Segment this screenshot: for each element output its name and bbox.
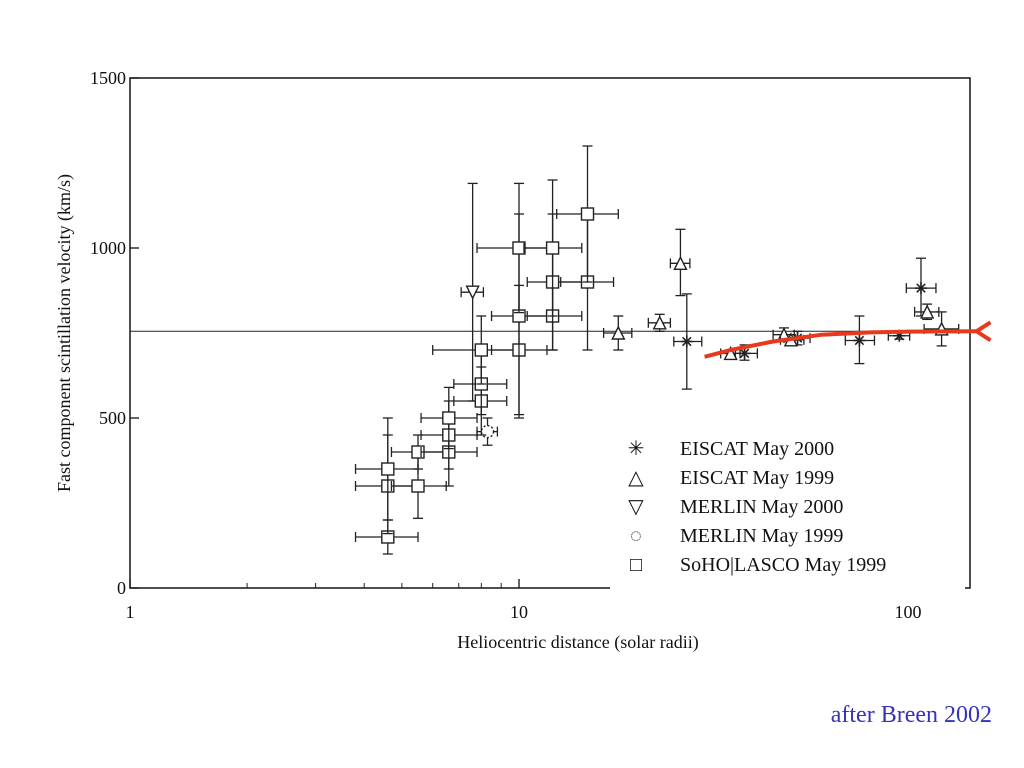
legend-label: MERLIN May 2000 [680,496,843,518]
data-point [453,366,508,436]
legend-symbol: △ [628,467,644,489]
data-point [354,434,419,535]
credit-text: after Breen 2002 [830,702,992,728]
marker-triangle-up [723,345,738,361]
legend-symbol: □ [630,554,642,576]
legend-item: ◌ MERLIN May 1999 [630,525,843,547]
data-point [602,315,633,351]
data-point [647,313,672,332]
marker-asterisk [853,334,866,347]
y-tick-label: 500 [99,408,126,428]
legend-item: □ SoHO|LASCO May 1999 [630,554,886,576]
data-point [905,257,937,317]
series-square [354,145,619,555]
y-tick-label: 1500 [90,68,126,88]
x-axis-label: Heliocentric distance (solar radii) [457,632,698,653]
series-circle [476,417,499,446]
legend-item: ✳ EISCAT May 2000 [628,438,834,460]
legend-symbol: ◌ [630,525,642,547]
data-point [913,303,940,321]
legend-label: EISCAT May 2000 [680,438,834,460]
x-tick-label: 100 [895,602,922,622]
data-point [556,145,619,283]
data-point [460,182,485,402]
y-axis-label: Fast component scintillation velocity (k… [54,174,75,492]
x-tick-label: 10 [510,602,528,622]
data-point [420,386,478,450]
x-tick-label: 1 [126,602,135,622]
data-point [673,293,703,390]
model-curve [704,329,977,359]
legend: ✳ EISCAT May 2000 △ EISCAT May 1999 ▽ MERLIN … [610,425,965,590]
legend-label: SoHO|LASCO May 1999 [680,554,886,576]
data-point [669,228,691,297]
marker-triangle-up [652,315,667,330]
marker-square [512,241,526,255]
y-tick-label: 0 [117,578,126,598]
y-tick-label: 1000 [90,238,126,258]
marker-square [411,479,425,493]
marker-circle [480,424,495,439]
curve-arrow-marker [972,320,992,342]
marker-triangle-down [465,285,480,300]
legend-symbol: ✳ [628,438,645,460]
legend-label: MERLIN May 1999 [680,525,843,547]
legend-symbol: ▽ [628,496,644,518]
marker-square [381,462,395,476]
marker-triangle-up [611,325,626,340]
data-point [476,417,499,446]
series-triangle-down [460,182,485,402]
marker-square [442,411,456,425]
legend-item: ▽ MERLIN May 2000 [628,496,843,518]
marker-square [474,343,489,357]
data-point [523,179,583,317]
arrow-head [972,320,992,342]
legend-item: △ EISCAT May 1999 [628,467,834,489]
marker-square [580,207,595,221]
legend-box [610,425,965,590]
marker-triangle-up [920,304,935,319]
marker-triangle-up [673,255,688,270]
marker-asterisk [915,282,928,295]
data-point [390,453,447,519]
legend-label: EISCAT May 1999 [680,467,834,489]
marker-asterisk [680,335,693,348]
marker-square [545,241,560,255]
data-point [354,519,419,555]
data-point [354,417,419,521]
data-point [844,315,876,365]
series-asterisk [673,257,937,390]
